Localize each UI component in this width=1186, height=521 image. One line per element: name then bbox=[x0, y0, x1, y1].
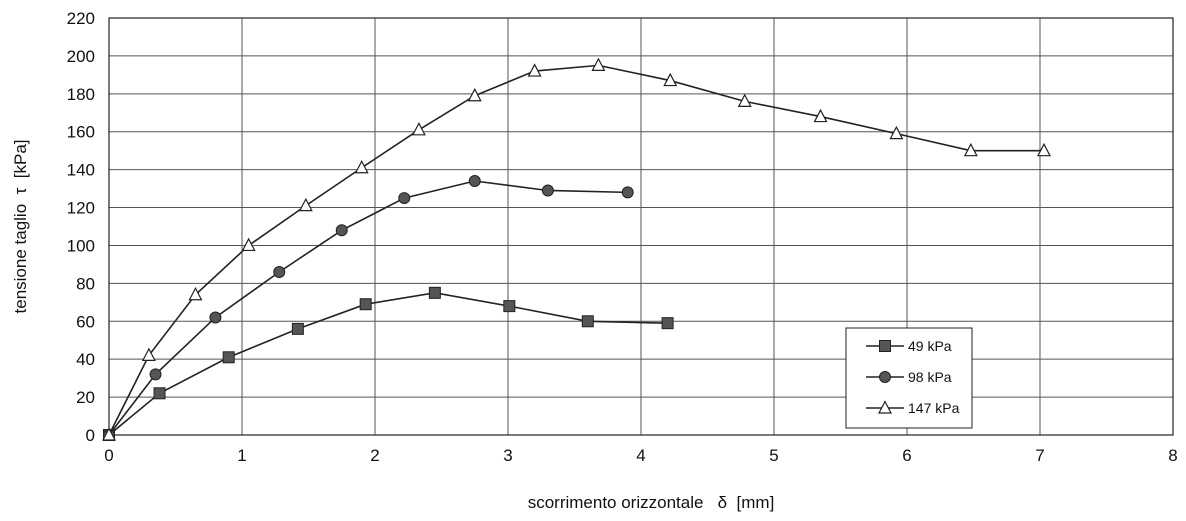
x-tick-label: 7 bbox=[1035, 446, 1044, 465]
legend-box bbox=[845, 327, 973, 429]
data-point-circle bbox=[621, 186, 634, 199]
data-point-triangle bbox=[102, 427, 116, 441]
data-point-square bbox=[359, 298, 372, 311]
y-tick-label: 120 bbox=[67, 199, 95, 218]
data-point-triangle bbox=[354, 159, 369, 174]
legend: 49 kPa 98 kPa 147 kPa bbox=[845, 327, 973, 429]
x-tick-label: 4 bbox=[636, 446, 645, 465]
legend-marker-circle bbox=[879, 371, 891, 383]
data-point-circle bbox=[541, 184, 554, 197]
y-tick-label: 180 bbox=[67, 85, 95, 104]
legend-label: 49 kPa bbox=[908, 338, 952, 354]
data-point-circle bbox=[398, 192, 411, 205]
data-point-triangle bbox=[411, 122, 426, 136]
x-tick-label: 6 bbox=[902, 446, 911, 465]
data-point-triangle bbox=[737, 93, 752, 108]
plot-area-frame bbox=[108, 17, 1174, 436]
data-point-triangle bbox=[241, 237, 256, 252]
data-point-circle bbox=[468, 175, 481, 188]
x-tick-label: 1 bbox=[237, 446, 246, 465]
x-tick-label: 0 bbox=[104, 446, 113, 465]
legend-marker-triangle bbox=[878, 400, 892, 414]
x-tick-label: 2 bbox=[370, 446, 379, 465]
data-point-triangle bbox=[527, 63, 542, 77]
series-triangle bbox=[102, 57, 1051, 441]
y-tick-label: 100 bbox=[67, 236, 95, 255]
legend-label: 147 kPa bbox=[908, 400, 960, 416]
legend-items: 49 kPa 98 kPa 147 kPa bbox=[866, 338, 960, 416]
data-point-circle bbox=[335, 224, 348, 237]
legend-label: 98 kPa bbox=[908, 369, 952, 385]
legend-item: 147 kPa bbox=[866, 400, 960, 416]
x-axis-ticks: 0 1 2 3 4 5 6 7 8 bbox=[104, 446, 1177, 465]
data-point-circle bbox=[273, 265, 286, 278]
x-tick-label: 5 bbox=[769, 446, 778, 465]
grid bbox=[108, 17, 1174, 436]
data-point-square bbox=[153, 387, 166, 400]
data-point-triangle bbox=[298, 197, 313, 212]
data-point-triangle bbox=[963, 142, 978, 157]
data-point-square bbox=[661, 317, 674, 330]
data-point-circle bbox=[149, 368, 162, 381]
y-tick-label: 80 bbox=[76, 274, 95, 293]
data-point-triangle bbox=[1037, 142, 1051, 157]
legend-item: 49 kPa bbox=[866, 338, 952, 354]
series-line bbox=[108, 64, 1044, 436]
y-tick-label: 40 bbox=[76, 350, 95, 369]
data-point-square bbox=[222, 351, 235, 364]
data-point-circle bbox=[209, 311, 222, 324]
data-point-triangle bbox=[813, 108, 828, 123]
data-series bbox=[102, 57, 1051, 441]
x-tick-label: 8 bbox=[1168, 446, 1177, 465]
y-tick-label: 60 bbox=[76, 312, 95, 331]
y-tick-label: 0 bbox=[86, 426, 95, 445]
data-point-square bbox=[581, 315, 594, 328]
y-tick-label: 220 bbox=[67, 9, 95, 28]
legend-marker-square bbox=[879, 340, 891, 352]
data-point-triangle bbox=[188, 286, 203, 301]
data-point-square bbox=[291, 322, 304, 335]
y-tick-label: 20 bbox=[76, 388, 95, 407]
data-point-triangle bbox=[889, 125, 904, 140]
data-point-triangle bbox=[591, 57, 606, 71]
data-point-square bbox=[503, 300, 516, 313]
data-point-square bbox=[428, 286, 441, 299]
x-tick-label: 3 bbox=[503, 446, 512, 465]
data-point-triangle bbox=[467, 87, 482, 102]
y-axis-ticks: 0 20 40 60 80 100 120 140 160 180 200 220 bbox=[67, 9, 95, 445]
y-tick-label: 160 bbox=[67, 123, 95, 142]
legend-item: 98 kPa bbox=[866, 369, 952, 385]
y-tick-label: 140 bbox=[67, 161, 95, 180]
y-axis-label: tensione taglio τ [kPa] bbox=[11, 140, 30, 314]
data-point-triangle bbox=[141, 347, 156, 361]
y-tick-label: 200 bbox=[67, 47, 95, 66]
data-point-triangle bbox=[663, 72, 678, 87]
x-axis-label: scorrimento orizzontale δ [mm] bbox=[528, 493, 775, 512]
